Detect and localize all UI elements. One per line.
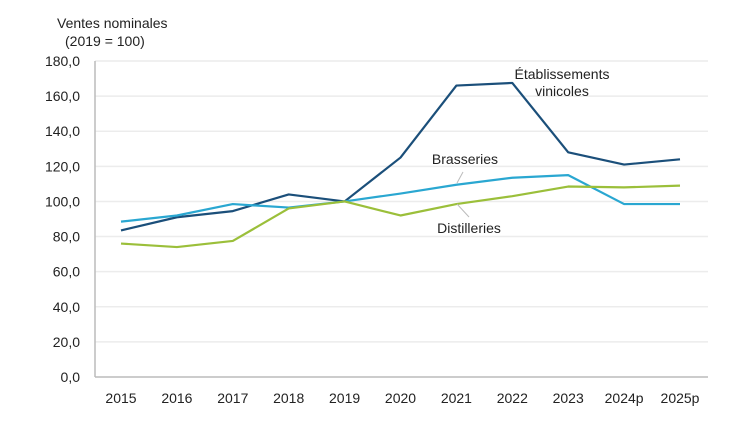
x-tick-label: 2015: [105, 390, 136, 406]
x-tick-label: 2018: [273, 390, 304, 406]
distilleries-leader-line: [456, 203, 470, 218]
x-tick-label: 2019: [329, 390, 360, 406]
x-tick-label: 2022: [497, 390, 528, 406]
x-tick-label: 2016: [161, 390, 192, 406]
y-tick-label: 60,0: [53, 264, 80, 280]
y-tick-label: 40,0: [53, 299, 80, 315]
x-tick-label: 2024p: [605, 390, 644, 406]
y-tick-label: 100,0: [45, 193, 80, 209]
series-line-0: [120, 81, 681, 232]
x-tick-label: 2023: [553, 390, 584, 406]
series-line-2: [120, 184, 681, 249]
y-axis-title-line2: (2019 = 100): [65, 33, 145, 49]
label-brasseries: Brasseries: [432, 151, 498, 167]
label-etablissements-vinicoles: vinicoles: [535, 83, 589, 99]
x-tick-label: 2021: [441, 390, 472, 406]
y-tick-label: 180,0: [45, 53, 80, 69]
y-axis-title-line1: Ventes nominales: [57, 15, 168, 31]
y-tick-label: 20,0: [53, 334, 80, 350]
x-tick-label: 2025p: [661, 390, 700, 406]
x-tick-label: 2020: [385, 390, 416, 406]
label-etablissements-vinicoles: Établissements: [515, 66, 610, 82]
y-tick-label: 140,0: [45, 123, 80, 139]
y-tick-label: 80,0: [53, 229, 80, 245]
y-tick-label: 160,0: [45, 88, 80, 104]
x-tick-label: 2017: [217, 390, 248, 406]
y-tick-label: 120,0: [45, 158, 80, 174]
brasseries-leader-line: [456, 171, 464, 184]
y-tick-label: 0,0: [61, 369, 81, 385]
label-distilleries: Distilleries: [437, 220, 501, 236]
